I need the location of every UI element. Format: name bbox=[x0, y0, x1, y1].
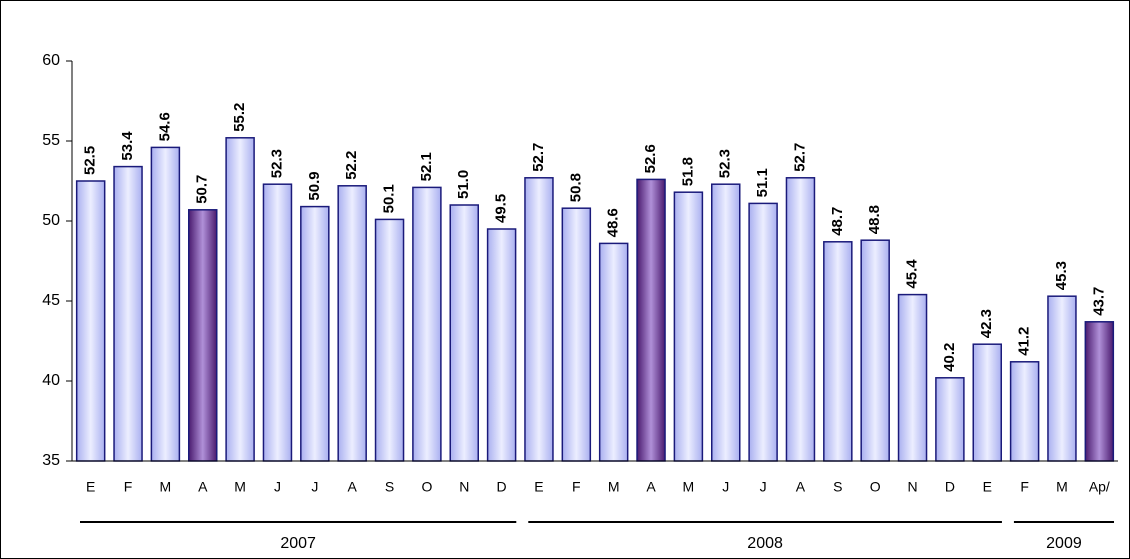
value-label: 52.2 bbox=[343, 151, 360, 180]
bar bbox=[673, 191, 704, 462]
value-label: 53.4 bbox=[119, 131, 136, 161]
value-label: 54.6 bbox=[156, 112, 173, 141]
y-tick-label: 45 bbox=[42, 292, 60, 309]
x-tick-label: N bbox=[459, 479, 469, 495]
x-tick-label: S bbox=[385, 479, 394, 495]
value-label: 52.7 bbox=[791, 143, 808, 172]
bar bbox=[449, 204, 479, 462]
value-label: 45.3 bbox=[1053, 261, 1070, 290]
group-label: 2007 bbox=[280, 535, 316, 552]
x-tick-label: E bbox=[534, 479, 543, 495]
x-tick-label: D bbox=[497, 479, 507, 495]
value-label: 48.7 bbox=[829, 207, 846, 236]
value-label: 52.7 bbox=[530, 143, 547, 172]
value-label: 50.9 bbox=[306, 171, 323, 200]
bar bbox=[374, 218, 405, 462]
y-tick-label: 40 bbox=[42, 372, 60, 389]
value-label: 52.3 bbox=[268, 149, 285, 178]
bar bbox=[75, 180, 106, 462]
bar bbox=[785, 177, 816, 462]
x-tick-label: E bbox=[983, 479, 992, 495]
bar bbox=[188, 209, 218, 462]
value-label: 48.6 bbox=[605, 208, 622, 237]
value-label: 40.2 bbox=[941, 343, 958, 372]
x-tick-label: M bbox=[160, 479, 172, 495]
x-tick-label: A bbox=[796, 479, 806, 495]
bar bbox=[748, 202, 778, 462]
x-tick-label: M bbox=[1056, 479, 1068, 495]
value-label: 50.7 bbox=[194, 175, 211, 204]
x-tick-label: A bbox=[198, 479, 208, 495]
value-label: 51.1 bbox=[754, 168, 771, 197]
bar bbox=[1009, 361, 1040, 462]
x-tick-label: D bbox=[945, 479, 955, 495]
x-tick-label: O bbox=[421, 479, 432, 495]
value-label: 43.7 bbox=[1090, 287, 1107, 316]
bar bbox=[150, 146, 181, 462]
x-tick-label: M bbox=[234, 479, 246, 495]
value-label: 51.8 bbox=[679, 157, 696, 186]
x-tick-label: A bbox=[646, 479, 656, 495]
value-label: 52.6 bbox=[642, 144, 659, 173]
value-label: 50.8 bbox=[567, 173, 584, 202]
x-tick-label: N bbox=[907, 479, 917, 495]
value-label: 42.3 bbox=[978, 309, 995, 338]
value-label: 55.2 bbox=[231, 103, 248, 132]
bar bbox=[860, 239, 890, 462]
x-tick-label: Ap/ bbox=[1089, 479, 1110, 495]
value-label: 48.8 bbox=[866, 205, 883, 234]
bar bbox=[337, 185, 367, 462]
x-tick-label: F bbox=[124, 479, 133, 495]
bar bbox=[972, 343, 1002, 462]
value-label: 51.0 bbox=[455, 170, 472, 199]
value-label: 52.5 bbox=[82, 146, 99, 175]
x-tick-label: O bbox=[870, 479, 881, 495]
bar bbox=[636, 178, 666, 462]
bar bbox=[524, 177, 554, 462]
bar bbox=[486, 228, 517, 462]
x-tick-label: S bbox=[833, 479, 842, 495]
bar bbox=[412, 186, 442, 462]
value-label: 41.2 bbox=[1016, 327, 1033, 356]
bar bbox=[561, 207, 592, 462]
group-label: 2009 bbox=[1046, 535, 1082, 552]
x-tick-label: J bbox=[311, 479, 318, 495]
value-label: 52.1 bbox=[418, 152, 435, 181]
y-tick-label: 50 bbox=[42, 212, 60, 229]
group-label: 2008 bbox=[747, 535, 783, 552]
value-label: 45.4 bbox=[904, 259, 921, 289]
x-tick-label: M bbox=[683, 479, 695, 495]
y-tick-label: 60 bbox=[42, 52, 60, 69]
x-tick-label: M bbox=[608, 479, 620, 495]
bar bbox=[823, 241, 853, 462]
bar bbox=[262, 183, 293, 462]
bar bbox=[935, 377, 965, 462]
bar bbox=[1084, 321, 1115, 462]
bar bbox=[1047, 295, 1077, 462]
bar bbox=[300, 205, 330, 462]
x-tick-label: E bbox=[86, 479, 95, 495]
x-tick-label: J bbox=[274, 479, 281, 495]
bar bbox=[897, 293, 928, 462]
value-label: 52.3 bbox=[717, 149, 734, 178]
bar bbox=[711, 183, 741, 462]
bar bbox=[598, 242, 629, 462]
y-tick-label: 35 bbox=[42, 452, 60, 469]
x-tick-label: J bbox=[760, 479, 767, 495]
x-tick-label: A bbox=[348, 479, 358, 495]
y-tick-label: 55 bbox=[42, 132, 60, 149]
value-label: 49.5 bbox=[493, 194, 510, 223]
bar bbox=[225, 137, 255, 462]
x-tick-label: J bbox=[722, 479, 729, 495]
value-label: 50.1 bbox=[381, 184, 398, 213]
bar bbox=[113, 165, 143, 462]
x-tick-label: F bbox=[572, 479, 581, 495]
x-tick-label: F bbox=[1020, 479, 1029, 495]
